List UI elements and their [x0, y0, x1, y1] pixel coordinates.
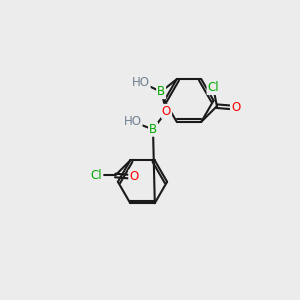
Text: B: B [157, 85, 165, 98]
Text: Cl: Cl [208, 81, 219, 94]
Text: HO: HO [132, 76, 150, 89]
Text: O: O [162, 105, 171, 118]
Text: O: O [231, 101, 240, 114]
Text: Cl: Cl [91, 169, 102, 182]
Text: HO: HO [124, 115, 142, 128]
Text: B: B [149, 123, 157, 136]
Text: O: O [129, 170, 138, 184]
